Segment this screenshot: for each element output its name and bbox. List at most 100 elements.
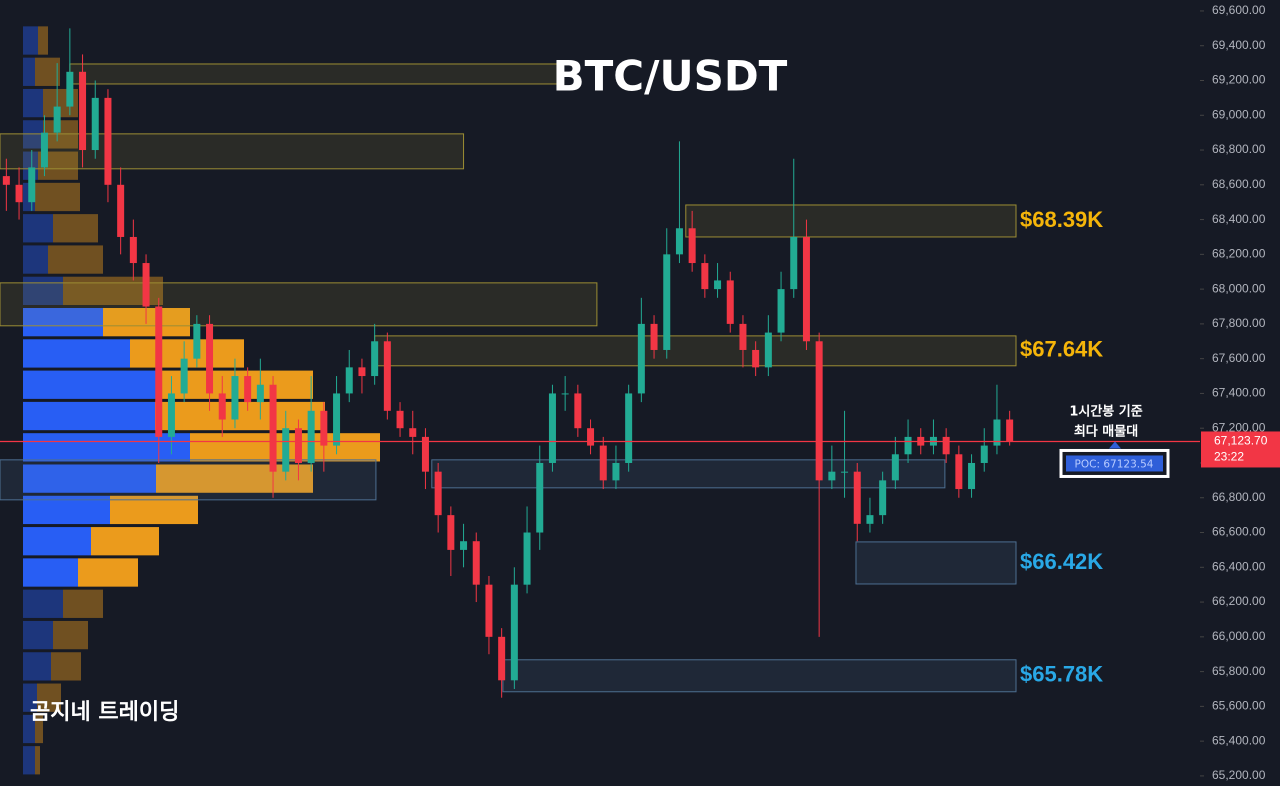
demand-zone bbox=[502, 659, 1017, 693]
candle-body bbox=[320, 410, 328, 446]
profile-sell bbox=[38, 26, 48, 55]
profile-sell bbox=[91, 527, 159, 556]
candle-body bbox=[117, 184, 125, 237]
candle-body bbox=[714, 280, 722, 290]
supply-zone bbox=[685, 204, 1017, 238]
candle-body bbox=[739, 323, 747, 350]
candle-body bbox=[155, 306, 163, 437]
y-tick-label: 66,200.00 bbox=[1212, 594, 1266, 608]
profile-buy bbox=[23, 245, 48, 274]
candle-body bbox=[790, 236, 798, 290]
candle-body bbox=[1006, 419, 1014, 442]
candle-body bbox=[561, 393, 569, 395]
candle-body bbox=[180, 358, 188, 394]
profile-buy bbox=[23, 683, 37, 712]
price-tag-value: 67,123.70 bbox=[1214, 434, 1268, 448]
profile-sell bbox=[35, 57, 60, 86]
supply-zone bbox=[0, 133, 465, 170]
candle-body bbox=[955, 454, 963, 490]
candle-body bbox=[421, 436, 429, 472]
candle-body bbox=[523, 532, 531, 585]
profile-buy bbox=[23, 589, 63, 618]
profile-buy bbox=[23, 746, 35, 775]
candle-body bbox=[498, 636, 506, 681]
candle-body bbox=[510, 584, 518, 681]
supply-zone bbox=[0, 282, 598, 327]
candle-body bbox=[980, 445, 988, 463]
profile-buy bbox=[23, 370, 156, 399]
candle-body bbox=[650, 323, 658, 350]
candle-body bbox=[663, 254, 671, 350]
profile-buy bbox=[23, 620, 53, 650]
y-tick-label: 65,800.00 bbox=[1212, 664, 1266, 678]
demand-zone bbox=[431, 459, 946, 489]
supply-zone bbox=[69, 63, 561, 85]
profile-buy bbox=[23, 401, 155, 431]
candle-body bbox=[79, 71, 87, 151]
candle-body bbox=[218, 393, 226, 420]
y-tick-label: 65,400.00 bbox=[1212, 733, 1266, 747]
candle-body bbox=[548, 393, 556, 463]
candle-body bbox=[409, 428, 417, 437]
candle-body bbox=[688, 228, 696, 264]
y-tick-label: 66,400.00 bbox=[1212, 559, 1266, 573]
profile-buy bbox=[23, 433, 190, 462]
profile-sell bbox=[35, 182, 80, 212]
candle-body bbox=[193, 323, 201, 359]
y-tick-label: 69,200.00 bbox=[1212, 73, 1266, 87]
y-tick-label: 67,200.00 bbox=[1212, 420, 1266, 434]
candle-body bbox=[675, 228, 683, 255]
candle-body bbox=[802, 236, 810, 342]
candle-body bbox=[269, 384, 277, 472]
candle-body bbox=[536, 462, 544, 533]
candle-body bbox=[587, 428, 595, 446]
y-tick-label: 68,600.00 bbox=[1212, 177, 1266, 191]
profile-sell bbox=[37, 683, 61, 712]
y-tick-label: 65,200.00 bbox=[1212, 768, 1266, 782]
candle-body bbox=[612, 462, 620, 481]
candle-body bbox=[815, 341, 823, 481]
candle-body bbox=[434, 471, 442, 516]
candle-body bbox=[460, 541, 468, 550]
candle-body bbox=[66, 71, 74, 107]
y-tick-label: 66,600.00 bbox=[1212, 525, 1266, 539]
candle-body bbox=[256, 384, 264, 403]
profile-sell bbox=[35, 746, 40, 775]
profile-buy bbox=[23, 57, 35, 86]
candle-body bbox=[879, 480, 887, 516]
profile-buy bbox=[23, 527, 91, 556]
candle-body bbox=[777, 289, 785, 333]
profile-buy bbox=[23, 714, 35, 744]
profile-buy bbox=[23, 276, 63, 306]
chart-title: BTC/USDT bbox=[553, 52, 788, 101]
profile-sell bbox=[48, 245, 103, 274]
profile-sell bbox=[35, 714, 43, 744]
y-tick-label: 65,600.00 bbox=[1212, 699, 1266, 713]
profile-sell bbox=[53, 620, 88, 650]
price-tag-time: 23:22 bbox=[1214, 450, 1244, 464]
y-tick-label: 68,400.00 bbox=[1212, 212, 1266, 226]
profile-sell bbox=[51, 652, 81, 681]
profile-buy bbox=[23, 495, 110, 525]
y-tick-label: 67,400.00 bbox=[1212, 386, 1266, 400]
poc-label: POC: 67123.54 bbox=[1075, 458, 1154, 470]
candle-body bbox=[91, 97, 99, 151]
y-tick-label: 69,600.00 bbox=[1212, 3, 1266, 17]
zone-label: $66.42K bbox=[1020, 549, 1103, 574]
profile-sell bbox=[110, 495, 198, 525]
candle-body bbox=[993, 419, 1001, 446]
candle-body bbox=[726, 280, 734, 324]
candle-body bbox=[28, 167, 36, 203]
candle-body bbox=[637, 323, 645, 394]
poc-box bbox=[1066, 455, 1163, 472]
candle-body bbox=[333, 393, 341, 446]
candle-body bbox=[472, 541, 480, 585]
profile-buy bbox=[23, 464, 156, 493]
candle-body bbox=[383, 341, 391, 411]
candle-body bbox=[396, 410, 404, 429]
y-tick-label: 67,600.00 bbox=[1212, 351, 1266, 365]
candle-body bbox=[447, 515, 455, 550]
candle-body bbox=[485, 584, 493, 637]
